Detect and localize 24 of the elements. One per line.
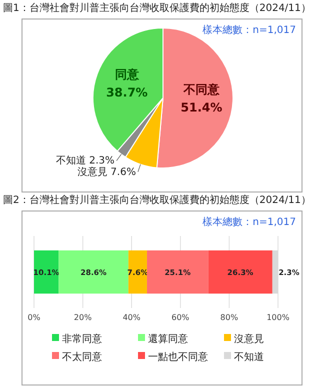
chart-title: 圖2：台灣社會對川普主張向台灣收取保護費的初始態度（2024/11） [3, 194, 311, 206]
legend-label: 一點也不同意 [148, 351, 208, 363]
slice-label: 同意 [114, 68, 140, 82]
text: 樣本總數：n=1,017 [202, 216, 296, 228]
x-tick-label: 40% [122, 313, 141, 322]
x-tick-label: 100% [266, 313, 290, 322]
legend-label: 不太同意 [62, 351, 102, 363]
slice-label: 不知道 [56, 154, 86, 167]
slice-label: 沒意見 [78, 166, 108, 178]
legend-label: 還算同意 [148, 333, 188, 345]
legend-label: 非常同意 [62, 333, 102, 345]
slice-label: 不同意 [182, 82, 220, 97]
data-label: 2.3% [89, 156, 115, 167]
x-tick-label: 20% [74, 313, 92, 322]
x-tick-label: 60% [172, 313, 190, 322]
chart-title: 圖1：台灣社會對川普主張向台灣收取保護費的初始態度（2024/11） [3, 2, 311, 14]
data-label: 7.6% [110, 166, 136, 178]
text: 樣本總數：n=1,017 [202, 24, 296, 36]
legend-label: 沒意見 [234, 333, 264, 345]
data-label: 38.7% [106, 86, 148, 100]
x-tick-label: 80% [220, 313, 238, 322]
x-tick-label: 0% [28, 313, 41, 322]
legend-label: 不知道 [234, 351, 264, 363]
data-label: 51.4% [180, 100, 222, 115]
